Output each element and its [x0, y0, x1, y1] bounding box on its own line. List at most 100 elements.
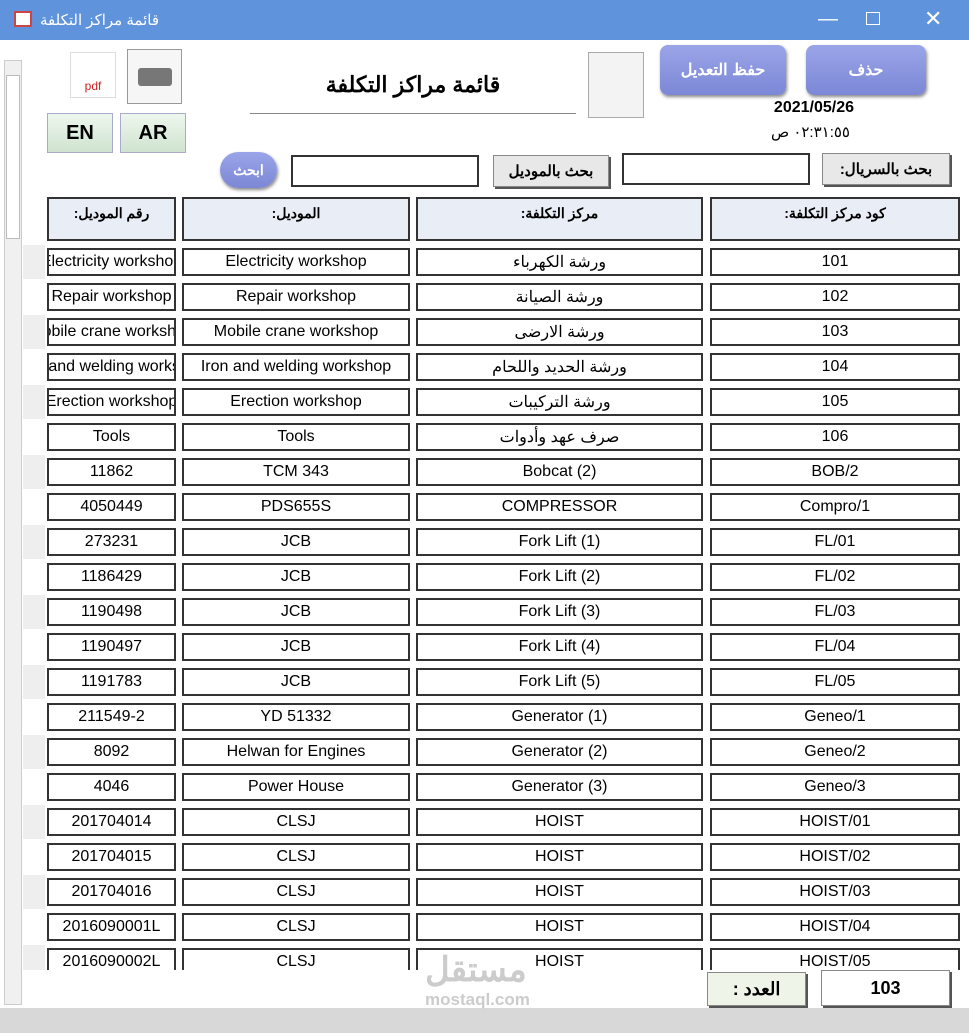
table-cell[interactable]: HOIST/03: [710, 878, 960, 906]
table-cell[interactable]: Generator (1): [416, 703, 703, 731]
table-cell[interactable]: HOIST: [416, 843, 703, 871]
table-cell[interactable]: 101: [710, 248, 960, 276]
table-cell[interactable]: YD 51332: [182, 703, 410, 731]
table-cell[interactable]: Geneo/2: [710, 738, 960, 766]
table-cell[interactable]: ورشة الحديد واللحام: [416, 353, 703, 381]
table-cell[interactable]: Fork Lift (5): [416, 668, 703, 696]
model-search-input[interactable]: [291, 155, 479, 187]
table-cell[interactable]: CLSJ: [182, 948, 410, 970]
print-button[interactable]: [127, 49, 182, 104]
table-cell[interactable]: HOIST/04: [710, 913, 960, 941]
table-cell[interactable]: 1186429: [47, 563, 176, 591]
table-cell[interactable]: HOIST/01: [710, 808, 960, 836]
table-cell[interactable]: Fork Lift (3): [416, 598, 703, 626]
table-cell[interactable]: 104: [710, 353, 960, 381]
table-cell[interactable]: 4046: [47, 773, 176, 801]
table-cell[interactable]: 2016090002L: [47, 948, 176, 970]
table-cell[interactable]: Geneo/3: [710, 773, 960, 801]
table-cell[interactable]: COMPRESSOR: [416, 493, 703, 521]
serial-search-input[interactable]: [622, 153, 810, 185]
table-cell[interactable]: 201704014: [47, 808, 176, 836]
table-cell[interactable]: Erection workshop: [47, 388, 176, 416]
table-cell[interactable]: Repair workshop: [182, 283, 410, 311]
pdf-button[interactable]: pdf: [70, 52, 116, 98]
table-cell[interactable]: CLSJ: [182, 913, 410, 941]
table-cell[interactable]: Bobcat (2): [416, 458, 703, 486]
table-cell[interactable]: Helwan for Engines: [182, 738, 410, 766]
table-cell[interactable]: Tools: [182, 423, 410, 451]
table-cell[interactable]: FL/02: [710, 563, 960, 591]
table-cell[interactable]: صرف عهد وأدوات: [416, 423, 703, 451]
table-cell[interactable]: 103: [710, 318, 960, 346]
table-cell[interactable]: CLSJ: [182, 878, 410, 906]
table-cell[interactable]: CLSJ: [182, 843, 410, 871]
table-cell[interactable]: HOIST: [416, 808, 703, 836]
delete-button[interactable]: حذف: [806, 45, 926, 95]
table-cell[interactable]: ورشة الكهرباء: [416, 248, 703, 276]
table-cell[interactable]: ورشة الصيانة: [416, 283, 703, 311]
table-cell[interactable]: HOIST: [416, 948, 703, 970]
table-cell[interactable]: 201704015: [47, 843, 176, 871]
table-cell[interactable]: 11862: [47, 458, 176, 486]
table-cell[interactable]: Repair workshop: [47, 283, 176, 311]
table-cell[interactable]: JCB: [182, 668, 410, 696]
table-cell[interactable]: 4050449: [47, 493, 176, 521]
save-button[interactable]: حفظ التعديل: [660, 45, 786, 95]
table-cell[interactable]: Tools: [47, 423, 176, 451]
table-cell[interactable]: ورشة الارضى: [416, 318, 703, 346]
table-cell[interactable]: FL/01: [710, 528, 960, 556]
search-button[interactable]: ابحث: [220, 152, 277, 188]
table-cell[interactable]: Iron and welding workshop: [47, 353, 176, 381]
count-value: 103: [821, 970, 950, 1006]
table-cell[interactable]: JCB: [182, 598, 410, 626]
table-cell[interactable]: Fork Lift (2): [416, 563, 703, 591]
table-cell[interactable]: Mobile crane workshop: [47, 318, 176, 346]
table-cell[interactable]: HOIST/02: [710, 843, 960, 871]
table-cell[interactable]: 2016090001L: [47, 913, 176, 941]
ar-button[interactable]: AR: [120, 113, 186, 153]
table-cell[interactable]: Compro/1: [710, 493, 960, 521]
table-cell[interactable]: 105: [710, 388, 960, 416]
table-cell[interactable]: 8092: [47, 738, 176, 766]
table-cell[interactable]: 1190497: [47, 633, 176, 661]
table-cell[interactable]: Generator (2): [416, 738, 703, 766]
table-cell[interactable]: Erection workshop: [182, 388, 410, 416]
scroll-thumb[interactable]: [6, 75, 20, 239]
table-cell[interactable]: Mobile crane workshop: [182, 318, 410, 346]
table-cell[interactable]: HOIST: [416, 913, 703, 941]
table-cell[interactable]: TCM 343: [182, 458, 410, 486]
table-cell[interactable]: 1190498: [47, 598, 176, 626]
table-cell[interactable]: FL/05: [710, 668, 960, 696]
table-cell[interactable]: FL/04: [710, 633, 960, 661]
table-cell[interactable]: 201704016: [47, 878, 176, 906]
table-cell[interactable]: 273231: [47, 528, 176, 556]
table-cell[interactable]: CLSJ: [182, 808, 410, 836]
table-cell[interactable]: Electricity workshop: [47, 248, 176, 276]
table-cell[interactable]: Iron and welding workshop: [182, 353, 410, 381]
table-cell[interactable]: 211549-2: [47, 703, 176, 731]
title-rule: [250, 113, 576, 114]
table-cell[interactable]: Electricity workshop: [182, 248, 410, 276]
table-cell[interactable]: 102: [710, 283, 960, 311]
table-cell[interactable]: HOIST: [416, 878, 703, 906]
table-cell[interactable]: JCB: [182, 563, 410, 591]
table-cell[interactable]: FL/03: [710, 598, 960, 626]
table-cell[interactable]: 1191783: [47, 668, 176, 696]
table-cell[interactable]: Power House: [182, 773, 410, 801]
table-cell[interactable]: Fork Lift (1): [416, 528, 703, 556]
table-cell[interactable]: 106: [710, 423, 960, 451]
table-cell[interactable]: Geneo/1: [710, 703, 960, 731]
table-cell[interactable]: ورشة التركيبات: [416, 388, 703, 416]
scrollbar[interactable]: [4, 60, 22, 1005]
table-cell[interactable]: Generator (3): [416, 773, 703, 801]
en-button[interactable]: EN: [47, 113, 113, 153]
table-cell[interactable]: HOIST/05: [710, 948, 960, 970]
maximize[interactable]: [866, 12, 880, 25]
close[interactable]: ✕: [924, 6, 943, 31]
table-cell[interactable]: JCB: [182, 528, 410, 556]
table-cell[interactable]: PDS655S: [182, 493, 410, 521]
table-cell[interactable]: Fork Lift (4): [416, 633, 703, 661]
table-cell[interactable]: BOB/2: [710, 458, 960, 486]
table-cell[interactable]: JCB: [182, 633, 410, 661]
minimize[interactable]: —: [818, 8, 838, 30]
